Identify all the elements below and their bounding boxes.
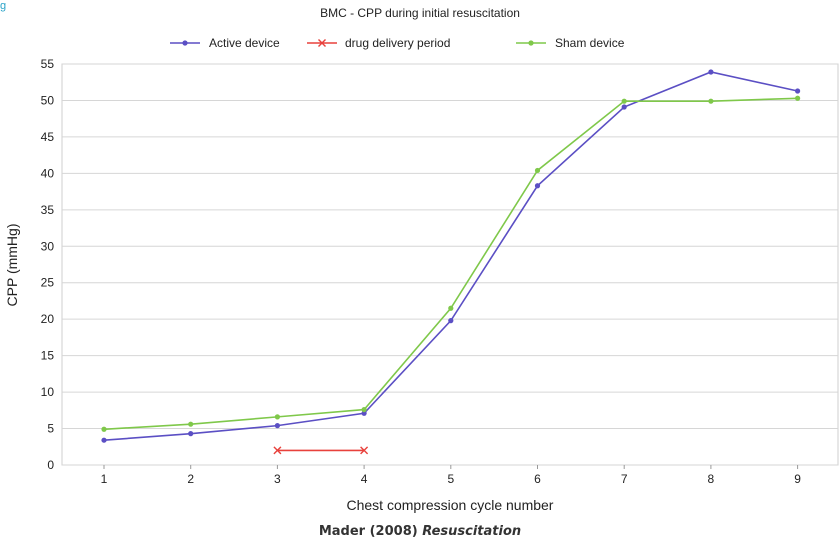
data-point-active-device: [448, 318, 454, 324]
x-tick-label: 6: [534, 472, 541, 486]
x-marker-stroke: [273, 446, 282, 455]
data-point-sham-device: [448, 305, 454, 311]
x-tick-label: 9: [794, 472, 801, 486]
legend-label-drug-delivery-period: drug delivery period: [345, 36, 450, 50]
data-point-sham-device: [708, 98, 714, 104]
x-marker-stroke: [360, 446, 369, 455]
x-tick-label: 4: [361, 472, 368, 486]
y-tick-label: 45: [41, 130, 55, 144]
data-point-active-device: [361, 410, 367, 416]
data-point-drug-delivery-period: [360, 446, 369, 455]
data-point-active-device: [274, 423, 280, 429]
y-tick-label: 10: [41, 385, 55, 399]
y-tick-label: 20: [41, 312, 55, 326]
data-point-active-device: [795, 88, 801, 94]
y-tick-label: 50: [41, 93, 55, 107]
x-tick-label: 7: [621, 472, 628, 486]
series-lines: [101, 69, 801, 455]
x-tick-label: 3: [274, 472, 281, 486]
legend-marker-sham-device: [528, 40, 534, 46]
data-point-drug-delivery-period: [273, 446, 282, 455]
x-tick-label: 2: [187, 472, 194, 486]
y-tick-label: 5: [47, 422, 54, 436]
legend-marker-drug-delivery-period: [318, 39, 326, 47]
legend: Active device drug delivery period Sham de…: [170, 36, 625, 50]
data-point-sham-device: [274, 414, 280, 420]
data-point-sham-device: [795, 95, 801, 101]
x-tick-label: 5: [447, 472, 454, 486]
data-point-sham-device: [101, 426, 107, 432]
legend-marker-active-device: [182, 40, 188, 46]
plot-area: [61, 63, 839, 466]
y-tick-label: 55: [41, 57, 55, 71]
y-axis-label: CPP (mmHg): [4, 224, 20, 307]
data-point-sham-device: [188, 421, 194, 427]
corner-mark: g: [0, 0, 7, 12]
x-axis-label: Chest compression cycle number: [347, 497, 554, 513]
legend-label-active-device: Active device: [209, 36, 280, 50]
data-point-sham-device: [534, 167, 541, 174]
y-tick-label: 35: [41, 203, 55, 217]
x-tick-label: 1: [101, 472, 108, 486]
legend-label-sham-device: Sham device: [555, 36, 625, 50]
data-point-active-device: [188, 431, 194, 437]
data-point-active-device: [708, 69, 714, 75]
data-point-active-device: [101, 437, 107, 443]
chart-title: BMC - CPP during initial resuscitation: [320, 6, 520, 20]
y-tick-label: 0: [47, 458, 54, 472]
data-point-sham-device: [361, 406, 367, 413]
data-point-active-device: [621, 104, 627, 110]
y-tick-label: 30: [41, 239, 55, 253]
y-tick-label: 25: [41, 276, 55, 290]
y-tick-label: 40: [41, 166, 55, 180]
figure-caption: Mader (2008) Resuscitation: [0, 524, 840, 539]
data-point-active-device: [534, 183, 541, 189]
y-tick-label: 15: [41, 349, 55, 363]
caption-author-year: Mader (2008): [318, 524, 418, 539]
caption-journal: Resuscitation: [422, 524, 522, 539]
x-tick-label: 8: [708, 472, 715, 486]
data-point-sham-device: [621, 98, 627, 104]
